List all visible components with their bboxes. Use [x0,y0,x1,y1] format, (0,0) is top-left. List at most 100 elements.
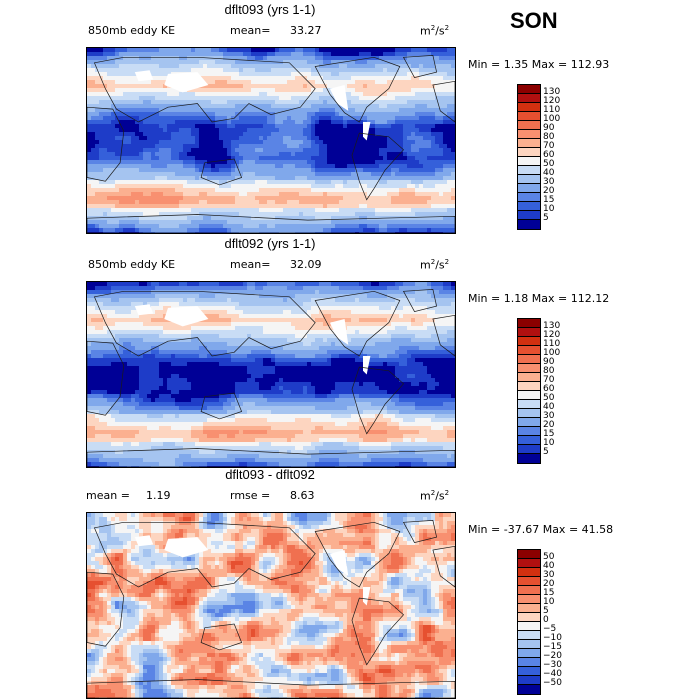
map-difference [86,512,456,699]
colorbar-box [517,399,541,409]
panel-difference: dflt093 - dflt092 mean = 1.19 rmse = 8.6… [0,467,700,699]
colorbar-box [517,558,541,568]
colorbar-tick-label: 10 [543,438,555,448]
colorbar-box [517,219,541,230]
colorbar-tick-label: 30 [543,177,555,187]
coastline [432,545,455,588]
missing-data-region [329,85,349,111]
map-field [87,282,455,467]
field-label: 850mb eddy KE [88,258,176,271]
colorbar-tick-label: 50 [543,393,555,403]
map-dflt092 [86,281,456,468]
season-label: SON [510,8,558,33]
coastline [200,158,243,186]
colorbar-box [517,381,541,391]
colorbar-box [517,612,541,622]
units-label: m2/s2 [420,24,450,38]
colorbar-box [517,417,541,427]
colorbar-tick-label: 5 [543,606,549,616]
colorbar-tick-label: −50 [543,678,562,688]
panel-title: dflt093 (yrs 1-1) [224,2,316,17]
min-max-readout: Min = 1.35 Max = 112.93 [468,58,610,71]
colorbar-box [517,129,541,139]
colorbar-box [517,675,541,685]
colorbar-tick-label: 10 [543,597,555,607]
coastline [87,106,125,182]
colorbar-box [517,444,541,454]
mean-value: 32.09 [290,258,322,271]
colorbar-box [517,345,541,355]
coastline [87,679,455,698]
missing-data-region [164,72,209,93]
colorbar-tick-label: 15 [543,195,555,205]
colorbar-box [517,318,541,328]
coastline [402,55,438,79]
colorbar-box [517,192,541,202]
colorbar-tick-label: 0 [543,615,549,625]
missing-data-region [363,587,371,606]
colorbar-tick-label: 20 [543,186,555,196]
colorbar-box [517,567,541,577]
mean-label: mean= [230,258,271,271]
colorbar-tick-label: 10 [543,204,555,214]
mean-value: 1.19 [146,489,171,502]
missing-data-region [164,306,209,327]
colorbar-tick-label: −5 [543,624,557,634]
min-max-readout: Min = -37.67 Max = 41.58 [468,523,614,536]
colorbar-tick-label: 5 [543,213,549,223]
coastline [93,56,316,123]
panel-dflt092: dflt092 (yrs 1-1) 850mb eddy KE mean= 32… [0,236,700,468]
map-field [87,513,455,698]
panel-title: dflt092 (yrs 1-1) [224,236,316,251]
colorbar-tick-label: −30 [543,660,562,670]
colorbar-box [517,354,541,364]
colorbar-tick-label: 80 [543,366,555,376]
colorbar-box [517,93,541,103]
colorbar-tick-label: 70 [543,375,555,385]
coastline [200,623,243,651]
mean-label: mean = [86,489,130,502]
min-max-readout: Min = 1.18 Max = 112.12 [468,292,610,305]
colorbar-tick-label: 100 [543,114,561,124]
colorbar-box [517,165,541,175]
colorbar-tick-label: 15 [543,429,555,439]
colorbar-box [517,84,541,94]
colorbar-tick-label: 15 [543,588,555,598]
coastline [402,520,438,544]
colorbar-tick-label: −40 [543,669,562,679]
colorbar-box [517,336,541,346]
colorbar-box [517,630,541,640]
colorbar-tick-label: 20 [543,420,555,430]
colorbar-tick-label: 130 [543,321,561,331]
colorbar-tick-label: 110 [543,339,561,349]
colorbar-tick-label: −20 [543,651,562,661]
colorbar-box [517,666,541,676]
colorbar-tick-label: 130 [543,87,561,97]
colorbar-box [517,453,541,464]
colorbar-box [517,576,541,586]
colorbar-tick-label: 20 [543,579,555,589]
colorbar-tick-label: 80 [543,132,555,142]
colorbar-tick-label: 120 [543,330,561,340]
missing-data-region [134,535,154,547]
colorbar-box [517,435,541,445]
colorbar-tick-label: −15 [543,642,562,652]
colorbar-box [517,327,541,337]
colorbar-box [517,684,541,695]
colorbar-box [517,621,541,631]
mean-label: mean= [230,24,271,37]
colorbar-box [517,210,541,220]
panel-title: dflt093 - dflt092 [225,467,315,482]
coastline [432,314,455,357]
coastline [314,290,401,357]
missing-data-region [329,319,349,345]
colorbar-box [517,183,541,193]
missing-data-region [134,70,154,82]
colorbar-tick-label: 40 [543,402,555,412]
coastline [402,289,438,313]
colorbar-box [517,549,541,559]
colorbar-box [517,639,541,649]
colorbar-box [517,363,541,373]
colorbar-tick-label: 120 [543,96,561,106]
missing-data-region [363,122,371,141]
